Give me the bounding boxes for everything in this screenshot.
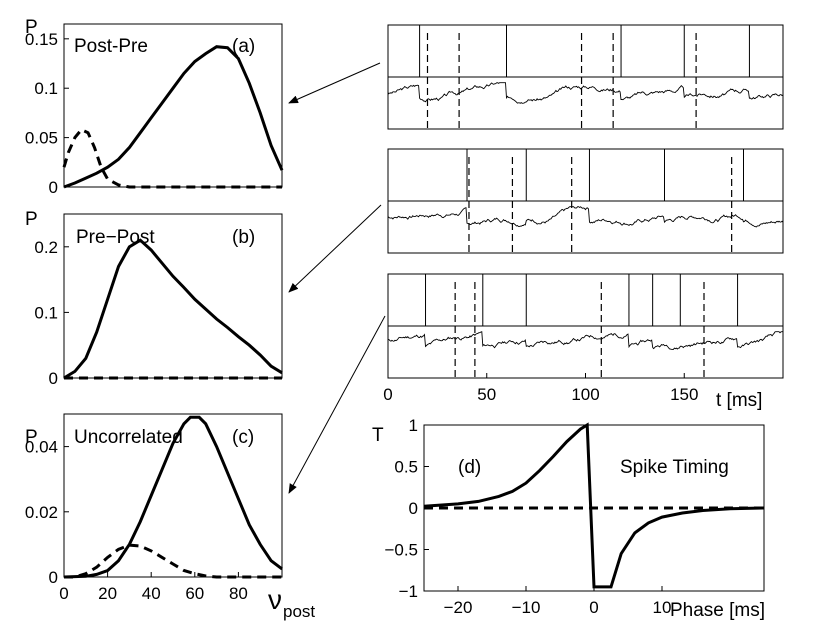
ytick-label: 1 — [409, 416, 418, 435]
panel-a-yticks: 0 0.05 0.1 0.15 — [25, 30, 69, 197]
xtick-label: 150 — [670, 385, 698, 404]
ytick-label: −1 — [399, 582, 418, 601]
panel-b-frame — [63, 213, 283, 379]
panel-d-yticks: −1 −0.5 0 0.5 1 — [384, 416, 429, 601]
ytick-label: 0 — [49, 568, 58, 587]
panel-a-solid-curve — [63, 45, 284, 189]
panel-b-yticks: 0 0.1 0.2 — [34, 238, 69, 388]
panel-c-ylabel: P — [25, 427, 38, 448]
panel-d-ylabel: T — [372, 425, 384, 446]
panel-d-solid-curve — [423, 422, 765, 589]
ytick-label: 0.15 — [25, 30, 58, 49]
panel-c-label: (c) — [232, 427, 254, 448]
panel-b: 0 0.1 0.2 P Pre−Post (b) — [25, 209, 283, 388]
panel-d-annotation: Spike Timing — [620, 457, 729, 478]
ytick-label: 0.1 — [34, 79, 58, 98]
panel-c-yticks: 0 0.02 0.04 — [25, 438, 69, 587]
xtick-label: 10 — [653, 598, 672, 617]
xtick-label: 40 — [142, 584, 161, 603]
xtick-label: 50 — [477, 385, 496, 404]
xtick-label: −20 — [444, 598, 473, 617]
ytick-label: 0.5 — [394, 458, 418, 477]
panel-a-dashed-curve — [62, 127, 282, 189]
ytick-label: 0.05 — [25, 129, 58, 148]
xtick-label: 100 — [571, 385, 599, 404]
panel-c-xlabel-sub: post — [283, 602, 315, 621]
panel-c-annotation: Uncorrelated — [74, 427, 183, 448]
panel-a-frame — [63, 23, 283, 188]
xtick-label: 0 — [383, 385, 392, 404]
panel-c-dashed-curve — [64, 543, 282, 579]
panel-d-xticks: −20 −10 0 10 — [444, 586, 672, 617]
panel-a-label: (a) — [232, 36, 255, 57]
xtick-label: 60 — [185, 584, 204, 603]
panel-c-xlabel: ν — [268, 584, 282, 615]
panel-c-solid-curve — [63, 415, 283, 579]
panel-c-xticks: 0 20 40 60 80 — [59, 572, 248, 603]
panel-d: −1 −0.5 0 0.5 1 −20 −10 0 10 T (d) Spike Timing… — [372, 416, 765, 621]
membrane-trace — [387, 331, 783, 350]
membrane-trace — [387, 206, 784, 228]
ytick-label: 0 — [49, 369, 58, 388]
trace-panels: 0 50 100 150 t [ms] — [383, 24, 784, 411]
panel-b-solid-curve — [63, 238, 283, 380]
panel-d-label: (d) — [458, 457, 481, 478]
xtick-label: 0 — [59, 584, 68, 603]
ytick-label: 0.1 — [34, 303, 58, 322]
xtick-label: 0 — [589, 598, 598, 617]
membrane-trace — [387, 82, 784, 104]
panel-b-annotation: Pre−Post — [76, 227, 155, 248]
panel-a-ylabel: P — [25, 17, 38, 38]
trace-xticks: 0 50 100 150 — [383, 373, 698, 404]
xtick-label: 80 — [229, 584, 248, 603]
trace-content — [387, 25, 784, 378]
panel-a: 0 0.05 0.1 0.15 P Post-Pre (a) — [25, 17, 284, 197]
ytick-label: 0.02 — [25, 503, 58, 522]
ytick-label: 0 — [409, 499, 418, 518]
panel-c: 0 0.02 0.04 0 20 40 60 80 P Uncorrelated (c) ν… — [25, 413, 315, 621]
panel-b-ylabel: P — [25, 209, 38, 230]
panel-b-label: (b) — [232, 227, 255, 248]
arrow-c — [288, 315, 386, 494]
ytick-label: −0.5 — [384, 541, 418, 560]
ytick-label: 0.04 — [25, 438, 58, 457]
xtick-label: 20 — [98, 584, 117, 603]
ytick-label: 0.2 — [34, 238, 58, 257]
arrow-b — [288, 204, 382, 293]
panel-d-xlabel: Phase [ms] — [670, 600, 765, 621]
xtick-label: −10 — [512, 598, 541, 617]
arrow-a — [288, 62, 381, 104]
trace-xlabel: t [ms] — [716, 390, 762, 411]
panel-a-annotation: Post-Pre — [74, 36, 148, 57]
ytick-label: 0 — [49, 178, 58, 197]
